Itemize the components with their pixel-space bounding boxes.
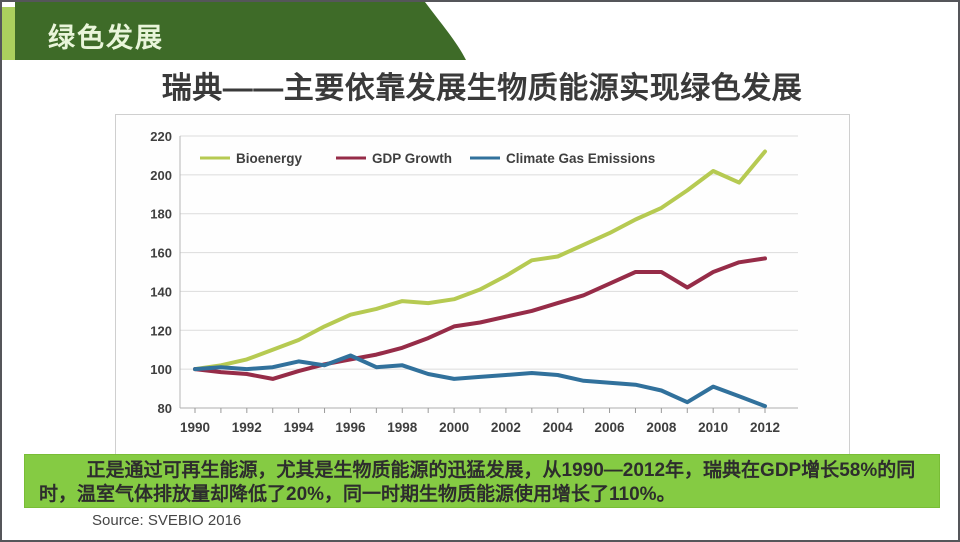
svg-text:200: 200 [150, 168, 172, 183]
svg-text:2012: 2012 [750, 420, 780, 435]
svg-text:2004: 2004 [543, 420, 574, 435]
svg-text:1996: 1996 [335, 420, 366, 435]
svg-text:Climate Gas Emissions: Climate Gas Emissions [506, 151, 655, 166]
summary-box: 正是通过可再生能源，尤其是生物质能源的迅猛发展，从1990—2012年，瑞典在G… [24, 454, 940, 508]
svg-text:1994: 1994 [284, 420, 315, 435]
chart-panel: 80 100 120 140 160 180 200 220 1990 1992 1994 1996 1… [115, 114, 850, 456]
header-banner: 绿色发展 [2, 2, 958, 60]
svg-text:Bioenergy: Bioenergy [236, 151, 303, 166]
svg-text:2010: 2010 [698, 420, 728, 435]
svg-text:GDP Growth: GDP Growth [372, 151, 452, 166]
page-title: 瑞典——主要依靠发展生物质能源实现绿色发展 [161, 72, 803, 105]
svg-text:120: 120 [150, 323, 172, 338]
svg-text:1990: 1990 [180, 420, 210, 435]
svg-text:80: 80 [158, 401, 172, 416]
summary-text: 正是通过可再生能源，尤其是生物质能源的迅猛发展，从1990—2012年，瑞典在G… [39, 460, 916, 505]
header-banner-shape [2, 2, 466, 60]
svg-text:180: 180 [150, 207, 172, 222]
header-green-bar [15, 2, 466, 60]
header-label: 绿色发展 [48, 23, 164, 53]
svg-text:100: 100 [150, 362, 172, 377]
svg-text:1992: 1992 [232, 420, 262, 435]
header-accent-stripe [2, 7, 15, 60]
svg-text:140: 140 [150, 284, 172, 299]
svg-text:2000: 2000 [439, 420, 469, 435]
svg-text:2008: 2008 [646, 420, 677, 435]
source-text: Source: SVEBIO 2016 [92, 512, 242, 529]
svg-text:160: 160 [150, 246, 172, 261]
svg-text:1998: 1998 [387, 420, 418, 435]
svg-text:2002: 2002 [491, 420, 521, 435]
svg-text:220: 220 [150, 129, 172, 144]
svg-text:2006: 2006 [595, 420, 626, 435]
line-chart: 80 100 120 140 160 180 200 220 1990 1992 1994 1996 1… [150, 129, 798, 435]
